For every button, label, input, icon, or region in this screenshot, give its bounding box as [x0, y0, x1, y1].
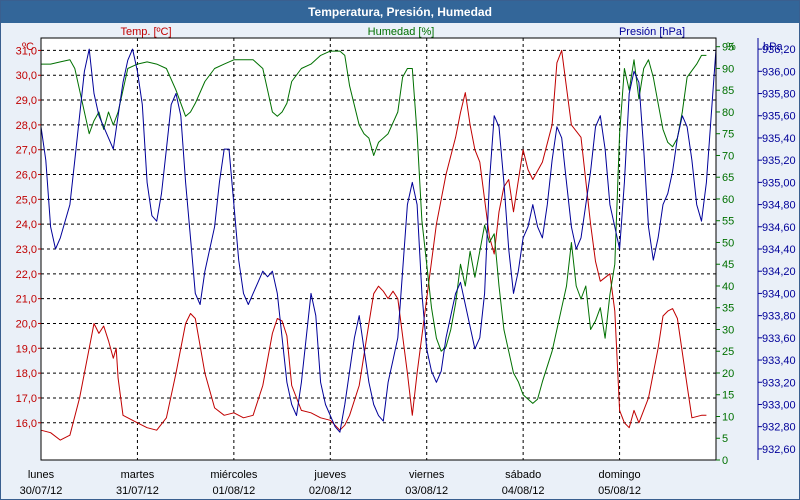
x-date-label: 31/07/12	[116, 485, 159, 497]
x-day-label: miércoles	[210, 469, 258, 481]
hum-axis-tick-label: 50	[722, 237, 734, 249]
gridlines	[41, 38, 716, 460]
hum-axis-tick-label: 85	[722, 85, 734, 97]
temp-axis-tick-label: 16,0	[16, 418, 37, 430]
pres-axis-tick-label: 934,20	[762, 266, 796, 278]
x-date-label: 01/08/12	[212, 485, 255, 497]
hum-axis-tick-label: 5	[722, 433, 728, 445]
x-day-label: viernes	[409, 469, 445, 481]
temp-axis-tick-label: 22,0	[16, 269, 37, 281]
temp-series-line	[40, 49, 707, 441]
chart-title: Temperatura, Presión, Humedad	[1, 1, 799, 23]
temp-axis-tick-label: 17,0	[16, 393, 37, 405]
temp-axis-tick-label: 29,0	[16, 95, 37, 107]
hum-axis-tick-label: 20	[722, 368, 734, 380]
x-day-label: martes	[121, 469, 155, 481]
pres-axis-tick-label: 932,60	[762, 444, 796, 456]
x-day-label: domingo	[598, 469, 640, 481]
pres-axis-tick-label: 934,00	[762, 288, 796, 300]
x-date-label: 30/07/12	[20, 485, 63, 497]
pres-axis-tick-label: 935,00	[762, 177, 796, 189]
hum-axis-tick-label: 15	[722, 390, 734, 402]
pres-series-line	[40, 48, 717, 433]
temp-axis-tick-label: 25,0	[16, 194, 37, 206]
pres-unit-label: hPa	[763, 41, 783, 53]
pres-axis-tick-label: 932,80	[762, 422, 796, 434]
hum-axis-tick-label: 75	[722, 129, 734, 141]
hum-axis-tick-label: 10	[722, 411, 734, 423]
temp-axis-tick-label: 27,0	[16, 145, 37, 157]
temp-axis-tick-label: 18,0	[16, 368, 37, 380]
hum-axis-tick-label: 60	[722, 194, 734, 206]
hum-series-line	[41, 50, 707, 404]
pres-axis-tick-label: 933,40	[762, 355, 796, 367]
hum-axis-tick-label: 45	[722, 259, 734, 271]
hum-axis-tick-label: 65	[722, 172, 734, 184]
hum-axis-tick-label: 25	[722, 346, 734, 358]
hum-axis-tick-label: 0	[722, 455, 728, 467]
pres-axis-tick-label: 933,20	[762, 377, 796, 389]
temp-unit-label: ºC	[22, 41, 34, 53]
hum-series-label: Humedad [%]	[368, 26, 435, 38]
x-day-label: sábado	[505, 469, 541, 481]
hum-axis-tick-label: 35	[722, 303, 734, 315]
temp-axis-tick-label: 30,0	[16, 70, 37, 82]
temp-axis-tick-label: 31,0	[16, 45, 37, 57]
pres-axis-tick-label: 936,20	[762, 44, 796, 56]
hum-axis-tick-label: 90	[722, 63, 734, 75]
pres-axis-tick-label: 933,80	[762, 311, 796, 323]
temp-axis-tick-label: 19,0	[16, 343, 37, 355]
temp-axis-tick-label: 20,0	[16, 318, 37, 330]
hum-axis-tick-label: 55	[722, 216, 734, 228]
hum-axis-tick-label: 40	[722, 281, 734, 293]
pres-axis-tick-label: 934,80	[762, 200, 796, 212]
x-day-label: jueves	[313, 469, 346, 481]
pres-series-label: Presión [hPa]	[619, 26, 685, 38]
hum-axis-tick-label: 95	[722, 42, 734, 54]
hum-axis-tick-label: 70	[722, 150, 734, 162]
hum-axis-tick-label: 80	[722, 107, 734, 119]
temp-axis-tick-label: 21,0	[16, 294, 37, 306]
pres-axis-tick-label: 934,60	[762, 222, 796, 234]
x-date-label: 03/08/12	[405, 485, 448, 497]
series-layer	[40, 48, 717, 441]
pres-axis-tick-label: 936,00	[762, 66, 796, 78]
x-date-label: 02/08/12	[309, 485, 352, 497]
x-date-label: 05/08/12	[598, 485, 641, 497]
pres-axis-tick-label: 935,80	[762, 89, 796, 101]
pres-axis-tick-label: 934,40	[762, 244, 796, 256]
x-day-label: lunes	[28, 469, 55, 481]
x-axis-labels: lunes 30/07/12 martes 31/07/12 miércoles 01/0…	[20, 469, 641, 497]
pres-axis-tick-label: 935,40	[762, 133, 796, 145]
pres-axis-tick-label: 935,20	[762, 155, 796, 167]
temp-axis-tick-label: 24,0	[16, 219, 37, 231]
x-date-label: 04/08/12	[502, 485, 545, 497]
hum-unit-label: %	[726, 41, 736, 53]
temp-axis-tick-label: 23,0	[16, 244, 37, 256]
temp-series-label: Temp. [ºC]	[120, 26, 171, 38]
pres-axis-tick-label: 935,60	[762, 111, 796, 123]
temp-axis-tick-label: 26,0	[16, 170, 37, 182]
tick-labels: 16,0 17,0 18,0 19,0 20,0 21,0 22,0 23,0 24,0 25,0…	[16, 38, 796, 467]
temp-axis-tick-label: 28,0	[16, 120, 37, 132]
pres-axis-tick-label: 933,00	[762, 399, 796, 411]
hum-axis-tick-label: 30	[722, 324, 734, 336]
pres-axis-tick-label: 933,60	[762, 333, 796, 345]
